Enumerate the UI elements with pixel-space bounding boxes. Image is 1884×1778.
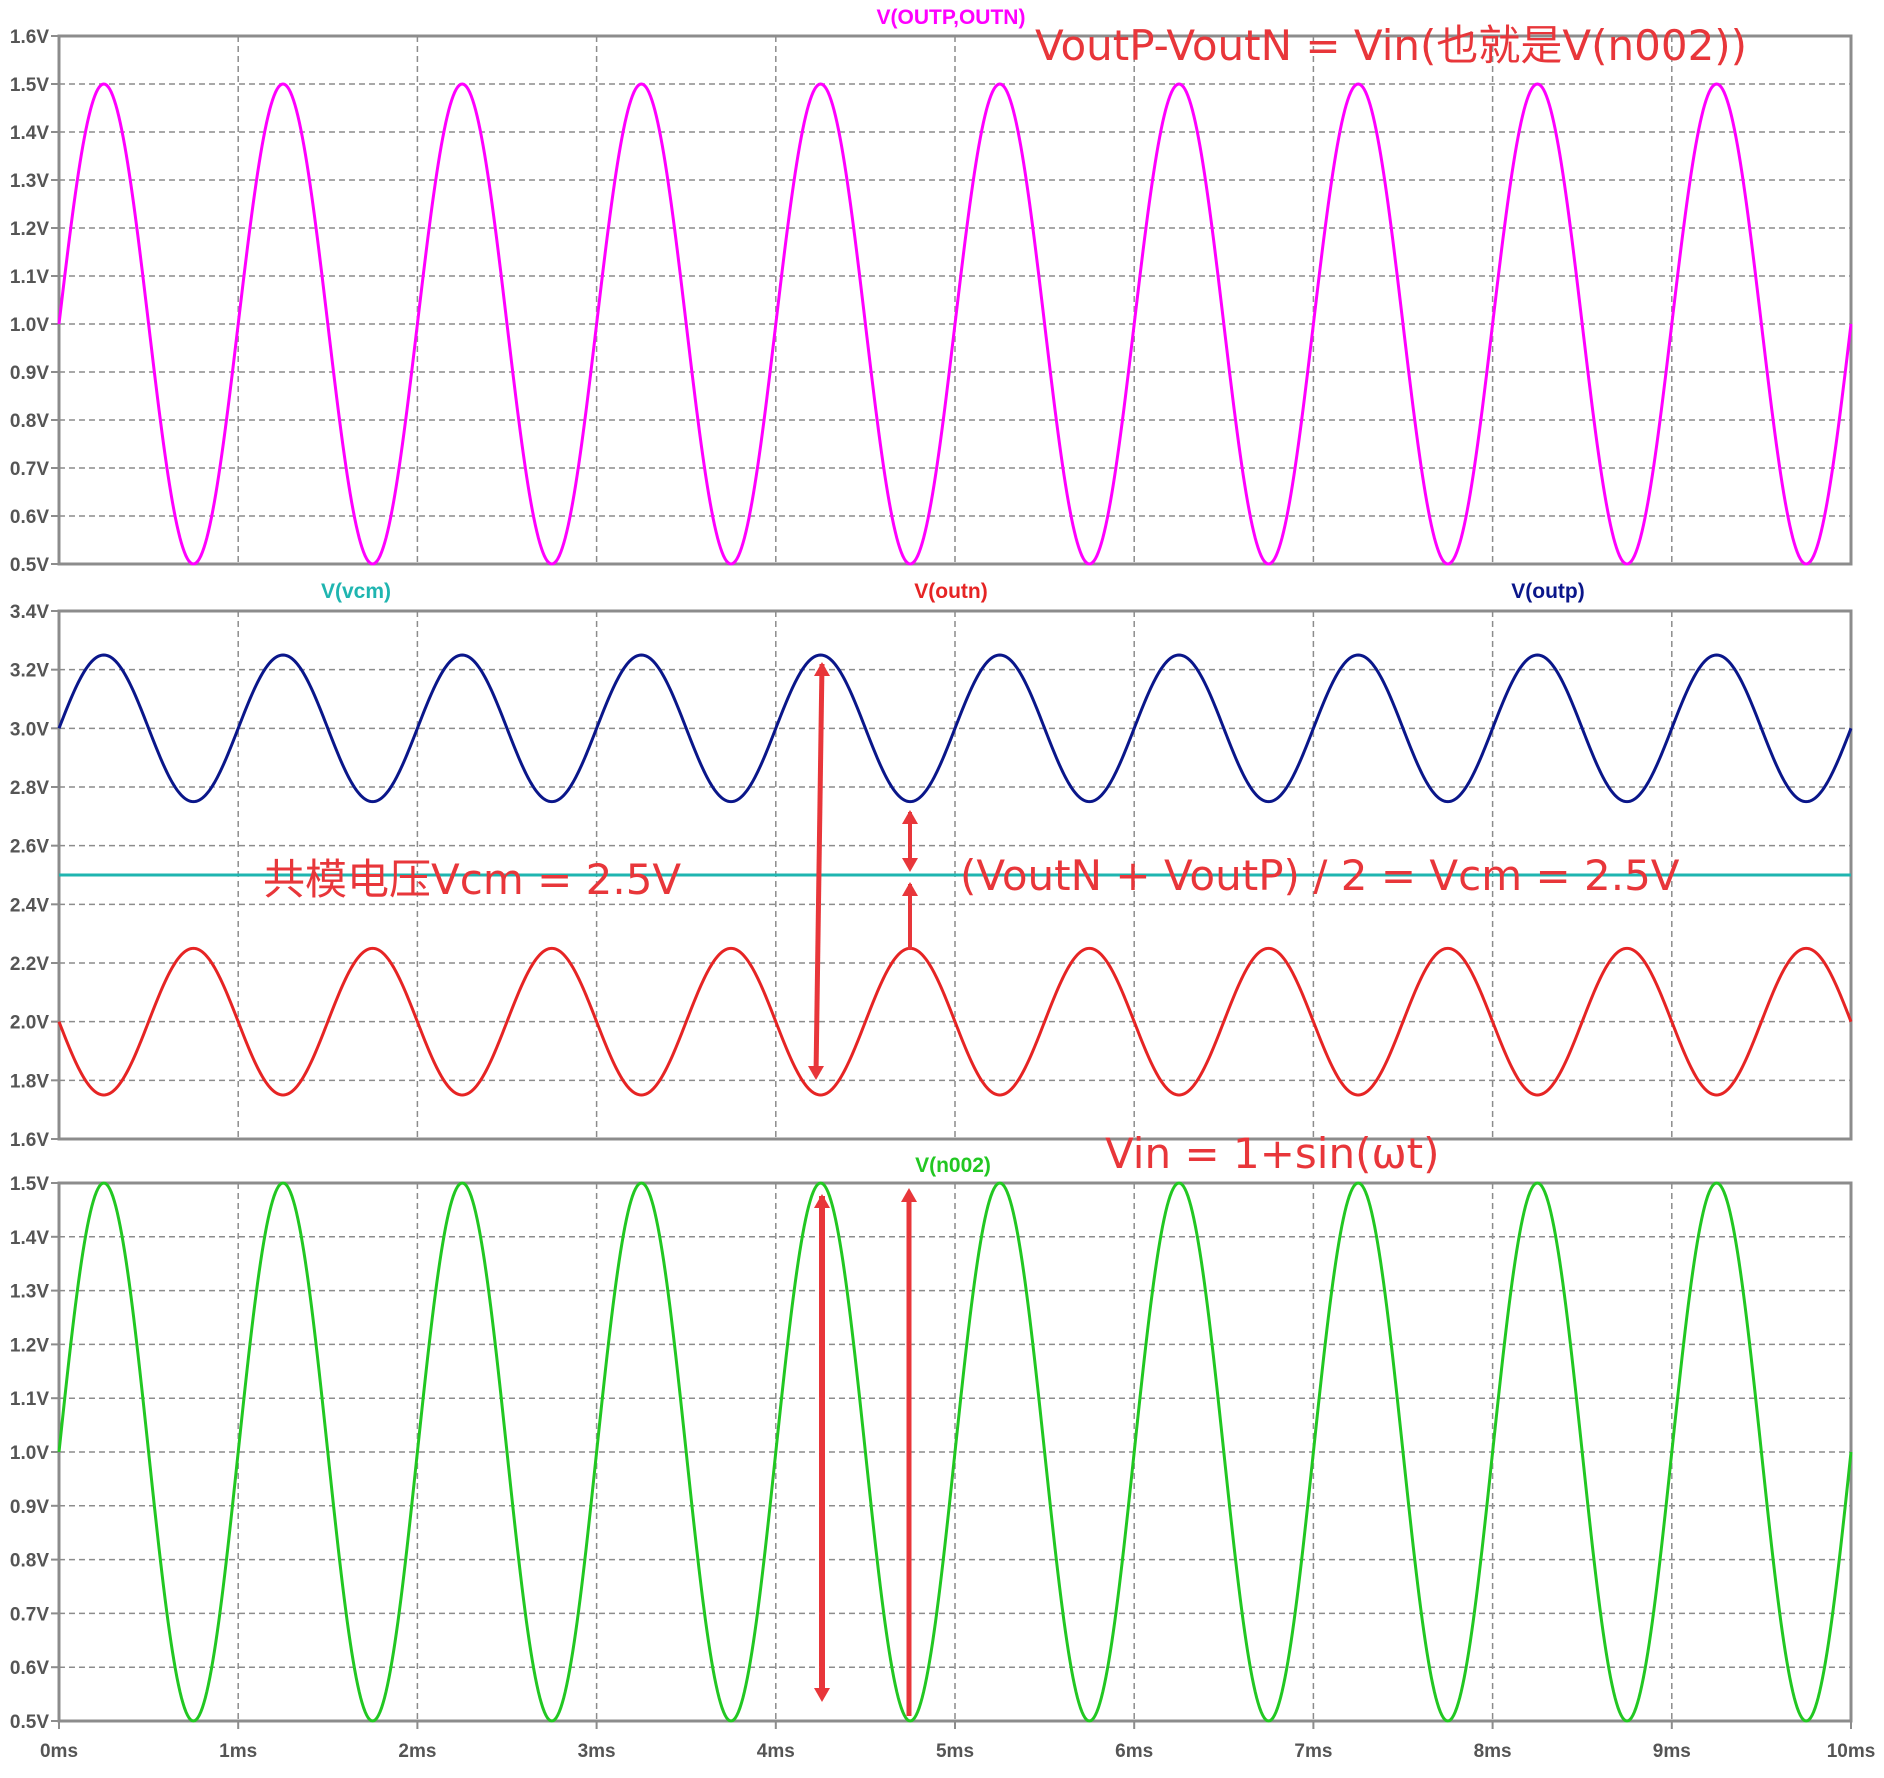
annotation: 共模电压Vcm = 2.5V — [263, 855, 681, 904]
x-tick-label: 3ms — [578, 1741, 616, 1762]
y-tick-label: 1.1V — [10, 267, 49, 288]
y-tick-label: 1.6V — [10, 1130, 49, 1151]
y-tick-label: 1.6V — [10, 27, 49, 48]
x-tick-label: 10ms — [1827, 1741, 1876, 1762]
y-tick-label: 1.5V — [10, 1174, 49, 1195]
y-tick-label: 1.4V — [10, 1228, 49, 1249]
y-tick-label: 0.8V — [10, 1551, 49, 1572]
y-tick-label: 0.5V — [10, 1712, 49, 1733]
panel-1: 1.6V 1.5V 1.4V 1.3V 1.2V 1.1V 1.0V 0.9V 0.8V 0.7V… — [10, 6, 1853, 576]
y-tick-label: 0.7V — [10, 459, 49, 480]
x-tick-label: 4ms — [757, 1741, 795, 1762]
x-tick-label: 9ms — [1653, 1741, 1691, 1762]
y-tick-label: 3.0V — [10, 719, 49, 740]
y-tick-label: 1.5V — [10, 75, 49, 96]
x-tick-label: 0ms — [40, 1741, 78, 1762]
y-tick-label: 1.0V — [10, 1443, 49, 1464]
trace-label: V(outp) — [1511, 580, 1584, 603]
arrowhead-up — [814, 1194, 830, 1208]
arrowhead-up — [814, 662, 830, 676]
arrowhead-down — [902, 858, 918, 872]
y-tick-label: 1.8V — [10, 1071, 49, 1092]
x-tick-label: 6ms — [1115, 1741, 1153, 1762]
y-tick-label: 0.5V — [10, 555, 49, 576]
y-tick-label: 0.6V — [10, 1658, 49, 1679]
series-v-outn — [57, 946, 1853, 1097]
y-tick-label: 2.0V — [10, 1013, 49, 1034]
panel-2: 3.4V 3.2V 3.0V 2.8V 2.6V 2.4V 2.2V 2.0V 1.8V 1.6V… — [10, 580, 1853, 1151]
arrow-outp-outn-diff — [813, 663, 825, 1076]
y-tick-label: 1.2V — [10, 219, 49, 240]
y-tick-label: 2.6V — [10, 837, 49, 858]
annotation: VoutP-VoutN = Vin(也就是V(n002)) — [1035, 21, 1747, 70]
trace-label: V(vcm) — [321, 580, 391, 603]
y-tick-label: 2.4V — [10, 895, 49, 916]
trace-label: V(n002) — [915, 1154, 991, 1177]
arrowhead-up — [902, 810, 918, 824]
x-tick-label: 7ms — [1294, 1741, 1332, 1762]
series-v-outp-outn — [57, 82, 1853, 566]
panel-3: 1.5V 1.4V 1.3V 1.2V 1.1V 1.0V 0.9V 0.8V 0.7V 0.6V… — [10, 1129, 1875, 1762]
trace-label: V(OUTP,OUTN) — [877, 6, 1026, 29]
y-tick-label: 1.2V — [10, 1335, 49, 1356]
y-tick-label: 0.7V — [10, 1604, 49, 1625]
x-tick-label: 8ms — [1474, 1741, 1512, 1762]
arrowhead-down — [808, 1066, 824, 1080]
x-tick-label: 5ms — [936, 1741, 974, 1762]
arrowhead-up — [901, 1188, 917, 1202]
annotation-arrows — [808, 662, 918, 1716]
annotation: (VoutN + VoutP) / 2 = Vcm = 2.5V — [960, 851, 1680, 900]
y-tick-label: 0.8V — [10, 411, 49, 432]
y-tick-label: 1.3V — [10, 171, 49, 192]
y-tick-label: 1.0V — [10, 315, 49, 336]
y-tick-label: 3.4V — [10, 602, 49, 623]
y-tick-label: 3.2V — [10, 661, 49, 682]
y-tick-label: 1.3V — [10, 1282, 49, 1303]
x-tick-label: 2ms — [398, 1741, 436, 1762]
series-v-outp — [57, 653, 1853, 804]
y-tick-label: 1.4V — [10, 123, 49, 144]
annotation: Vin = 1+sin(ωt) — [1105, 1129, 1439, 1178]
arrowhead-down — [814, 1688, 830, 1702]
y-tick-label: 0.9V — [10, 363, 49, 384]
y-tick-label: 2.2V — [10, 954, 49, 975]
y-tick-label: 0.9V — [10, 1497, 49, 1518]
series-v-n002 — [57, 1181, 1853, 1723]
y-tick-label: 0.6V — [10, 507, 49, 528]
y-tick-label: 1.1V — [10, 1389, 49, 1410]
plot-frame — [57, 34, 1853, 566]
y-tick-label: 2.8V — [10, 778, 49, 799]
x-tick-label: 1ms — [219, 1741, 257, 1762]
arrowhead-up — [902, 882, 918, 896]
trace-label: V(outn) — [914, 580, 987, 603]
